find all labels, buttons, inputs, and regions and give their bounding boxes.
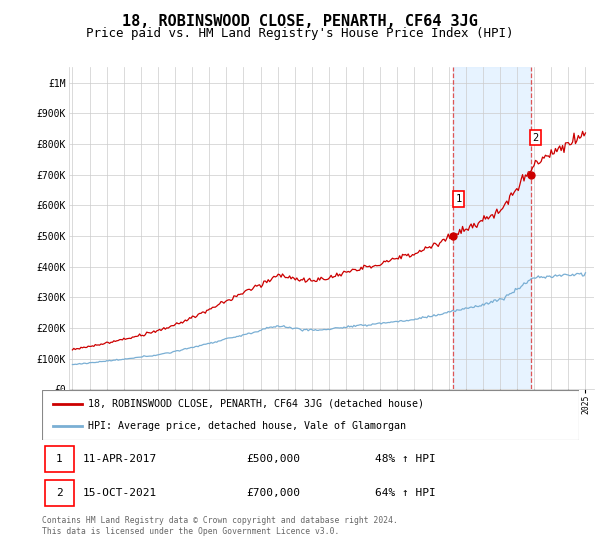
Text: £700,000: £700,000 [246,488,300,498]
Text: 1: 1 [56,454,63,464]
Text: 1: 1 [455,194,461,204]
Bar [44,480,74,506]
Text: 64% ↑ HPI: 64% ↑ HPI [375,488,436,498]
Bar [453,67,530,389]
Text: 48% ↑ HPI: 48% ↑ HPI [375,454,436,464]
Text: 15-OCT-2021: 15-OCT-2021 [82,488,157,498]
Text: 11-APR-2017: 11-APR-2017 [82,454,157,464]
Text: 2: 2 [533,133,539,143]
Text: 18, ROBINSWOOD CLOSE, PENARTH, CF64 3JG: 18, ROBINSWOOD CLOSE, PENARTH, CF64 3JG [122,14,478,29]
Text: Contains HM Land Registry data © Crown copyright and database right 2024.
This d: Contains HM Land Registry data © Crown c… [42,516,398,536]
Text: 2: 2 [56,488,63,498]
FancyBboxPatch shape [42,390,579,440]
Text: HPI: Average price, detached house, Vale of Glamorgan: HPI: Average price, detached house, Vale… [88,421,406,431]
Text: £500,000: £500,000 [246,454,300,464]
Bar [44,446,74,472]
Text: 18, ROBINSWOOD CLOSE, PENARTH, CF64 3JG (detached house): 18, ROBINSWOOD CLOSE, PENARTH, CF64 3JG … [88,399,424,409]
Text: Price paid vs. HM Land Registry's House Price Index (HPI): Price paid vs. HM Land Registry's House … [86,27,514,40]
